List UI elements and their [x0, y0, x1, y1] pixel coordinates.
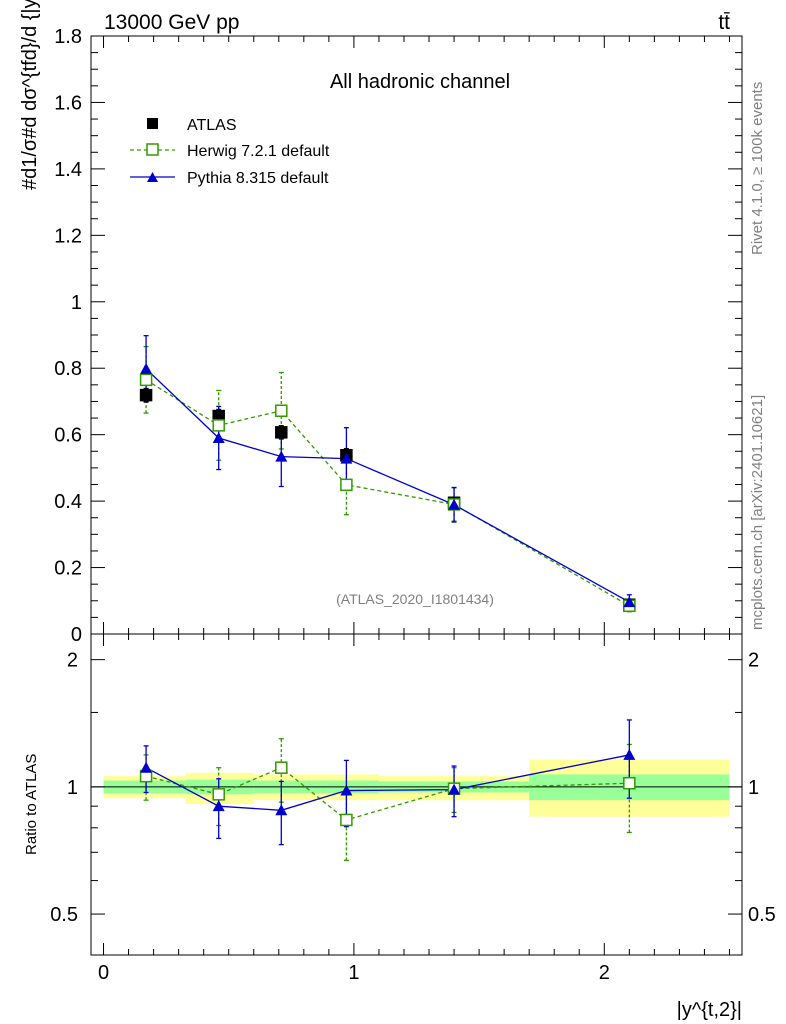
pythia-ratio-point	[448, 783, 461, 795]
herwig-ratio-point	[623, 776, 636, 790]
x-tick-label: 0	[98, 962, 109, 984]
y-tick-label: 1.4	[54, 159, 82, 181]
y-tick-label: 0.8	[54, 358, 82, 380]
herwig-ratio-line	[145, 766, 630, 821]
analysis-label: (ATLAS_2020_I1801434)	[336, 591, 494, 607]
x-tick-label: 1	[348, 962, 359, 984]
pythia-point	[340, 452, 353, 464]
pythia-ratio-point	[140, 761, 153, 773]
herwig-point	[340, 478, 353, 492]
ratio-y-axis-label: Ratio to ATLAS	[23, 754, 40, 855]
ratio-y-tick-label-left: 2	[67, 650, 78, 672]
herwig-line	[145, 379, 630, 607]
legend-label-atlas: ATLAS	[187, 117, 237, 134]
rivet-label: Rivet 4.1.0, ≥ 100k events	[749, 82, 766, 255]
ratio-y-tick-label-left: 1	[67, 777, 78, 799]
ratio-y-tick-label-right: 2	[748, 650, 759, 672]
atlas-point	[139, 388, 153, 402]
pythia-point	[140, 362, 153, 374]
pythia-line	[145, 368, 630, 603]
process-label: tt̄	[718, 11, 730, 34]
ratio-bands	[103, 759, 730, 817]
ratio-y-tick-label-right: 1	[748, 777, 759, 799]
y-axis-label: #d1/σ#d dσ^{tfd}/d {|y^{t,2}|}	[19, 0, 41, 190]
y-tick-label: 1	[71, 292, 82, 314]
chart-title: All hadronic channel	[330, 71, 510, 93]
y-tick-label: 1.8	[54, 26, 82, 48]
legend-label-pythia: Pythia 8.315 default	[187, 170, 329, 187]
legend-label-herwig: Herwig 7.2.1 default	[187, 143, 330, 160]
data-series	[139, 335, 636, 861]
herwig-point	[139, 373, 153, 387]
ratio-y-tick-label-left: 0.5	[50, 904, 78, 926]
ratio-panel-frame	[90, 633, 743, 956]
pythia-ratio-point	[212, 800, 225, 812]
x-tick-label: 2	[599, 962, 610, 984]
herwig-ratio-point	[340, 813, 353, 827]
mcplots-label: mcplots.cern.ch [arXiv:2401.10621]	[749, 395, 766, 630]
energy-label: 13000 GeV pp	[104, 11, 239, 34]
legend-marker-atlas	[147, 118, 158, 129]
axes: 0 1 2 0 0.2 0.4 0.6 0.8 1 1.2 1.4 1.6 1.8 0.5 0.5 1 1 2 2	[50, 26, 776, 984]
y-tick-label: 0.2	[54, 558, 82, 580]
legend-marker-herwig	[146, 143, 159, 156]
y-tick-label: 0.6	[54, 425, 82, 447]
pythia-point	[448, 498, 461, 510]
y-tick-label: 1.6	[54, 92, 82, 114]
pythia-point	[275, 450, 288, 462]
pythia-ratio-point	[623, 748, 636, 760]
herwig-point	[275, 404, 288, 417]
atlas-point	[275, 426, 288, 439]
herwig-ratio-point	[212, 788, 225, 801]
herwig-point	[212, 419, 225, 432]
y-tick-label: 0	[71, 624, 82, 646]
x-axis-label: |y^{t,2}|	[677, 999, 742, 1021]
pythia-point	[623, 596, 636, 608]
pythia-point	[212, 431, 225, 443]
legend: ATLAS Herwig 7.2.1 default Pythia 8.315 …	[130, 117, 330, 187]
y-tick-label: 0.4	[54, 491, 82, 513]
herwig-ratio-point	[275, 761, 288, 774]
ratio-y-tick-label-right: 0.5	[748, 904, 776, 926]
pythia-ratio-point	[275, 804, 288, 816]
pythia-ratio-line	[145, 754, 630, 811]
y-tick-label: 1.2	[54, 225, 82, 247]
legend-marker-pythia	[147, 172, 158, 182]
pythia-ratio-point	[340, 784, 353, 796]
